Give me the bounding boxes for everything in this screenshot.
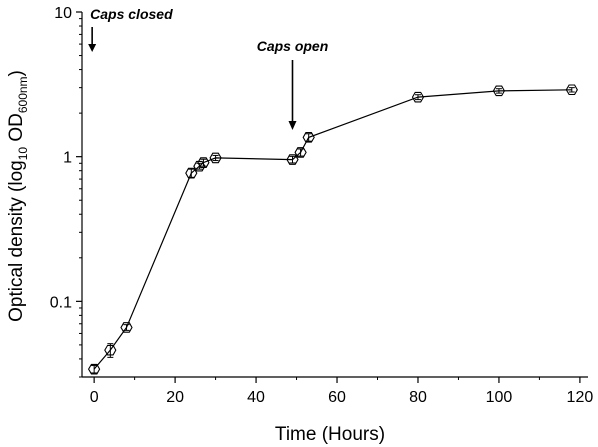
y-axis-label-mid: OD (6, 113, 27, 147)
x-tick-label: 100 (486, 389, 513, 406)
y-tick-label: 0.1 (50, 294, 72, 311)
y-tick-label: 1 (63, 150, 72, 167)
data-point (193, 160, 206, 172)
data-point (120, 322, 133, 333)
x-tick-label: 20 (166, 389, 184, 406)
arrow-caps-open-head (288, 121, 297, 130)
data-point (209, 152, 222, 164)
y-axis-label-sub1: 10 (16, 147, 30, 161)
data-point (185, 167, 198, 179)
x-tick-label: 0 (90, 389, 99, 406)
y-tick-label: 10 (54, 5, 72, 22)
y-axis-label-end: ) (6, 70, 27, 76)
data-point (286, 154, 299, 165)
annotation-caps-closed: Caps closed (90, 6, 173, 22)
axes (81, 12, 588, 378)
data-point (197, 157, 210, 168)
y-axis-label-sub2: 600nm (16, 76, 30, 113)
data-point (492, 85, 506, 97)
data-point (302, 132, 315, 143)
tick-labels: 0 20 40 60 80 100 120 0.1 1 10 (50, 5, 594, 406)
annotations: Caps closed Caps open (88, 6, 328, 130)
x-axis-label: Time (Hours) (275, 424, 385, 445)
arrow-caps-closed-head (88, 44, 97, 52)
data-point (104, 344, 117, 356)
x-tick-label: 60 (328, 389, 346, 406)
y-axis-label: Optical density (log10 OD600nm) (6, 70, 30, 322)
data-point (87, 363, 101, 375)
data-point (565, 84, 578, 96)
series-line (93, 89, 572, 370)
annotation-caps-open: Caps open (257, 38, 329, 54)
x-tick-label: 40 (247, 389, 265, 406)
x-tick-label: 80 (409, 389, 427, 406)
ticks (76, 11, 581, 383)
data-point (294, 147, 307, 158)
series (87, 84, 578, 375)
x-tick-label: 120 (567, 389, 594, 406)
y-axis-label-main: Optical density (log (6, 160, 27, 322)
data-point (411, 91, 425, 103)
